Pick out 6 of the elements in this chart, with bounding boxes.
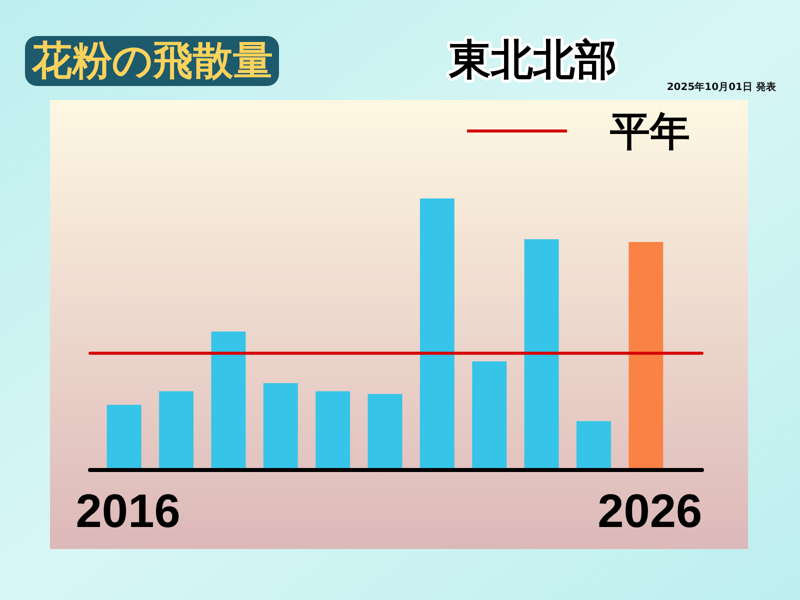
- chart-title: 花粉の飛散量: [31, 38, 273, 84]
- legend-label: 平年: [609, 109, 690, 155]
- x-tick-label: 2016: [76, 484, 180, 537]
- chart-subtitle: 東北北部: [448, 35, 617, 84]
- text: 2025年10月01日 発表: [666, 81, 777, 93]
- x-tick-label: 2026: [598, 484, 702, 537]
